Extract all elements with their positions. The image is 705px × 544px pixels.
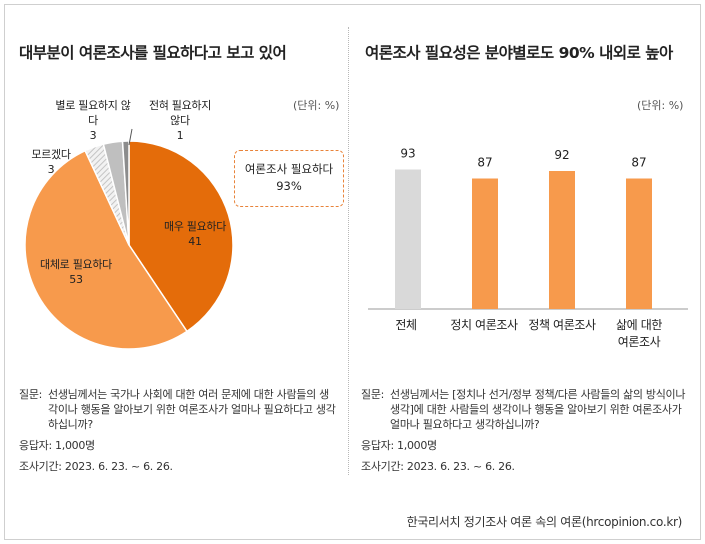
panel-divider [348,27,349,475]
callout-label: 여론조사 필요하다 [244,162,334,176]
pie-slice-not-at-all [121,140,130,246]
pie-chart [24,128,234,350]
bar-xlabel-total: 전체 [395,318,417,332]
pie-chart-title: 대부분이 여론조사를 필요하다고 보고 있어 [19,44,287,62]
pie-label-not-very: 별로 필요하지 않다 3 [53,98,133,143]
pie-label-not-very-value: 3 [89,129,97,142]
bar-value-label-2: 87 [477,156,492,170]
pie-label-very-needed-text: 매우 필요하다 [163,220,227,233]
pie-label-not-very-text: 별로 필요하지 않다 [55,99,131,127]
bar-value-label-1: 93 [400,147,415,161]
bar-note-respondents: 응답자: 1,000명 [361,439,437,452]
bar-value-label-4: 87 [631,156,646,170]
bar-unit-label: (단위: %) [637,99,684,112]
pie-label-dont-know: 모르겠다 3 [23,147,79,177]
bar-note: 질문: 선생님께서는 [정치나 선거/정부 정책/다른 사람들의 삶의 방식이나… [361,387,691,474]
pie-label-somewhat-needed: 대체로 필요하다 53 [31,257,121,287]
bar-xlabel-politics: 정치 여론조사 [450,318,518,332]
pie-note-question: 질문: 선생님께서는 국가나 사회에 대한 여러 문제에 대한 사람들의 생각이… [19,387,337,432]
pie-leader-line [128,128,133,146]
pie-note-question-label: 질문: [19,388,43,401]
bar-note-period: 조사기간: 2023. 6. 23. ~ 6. 26. [361,460,515,473]
pie-label-not-at-all-text: 전혀 필요하지 않다 [148,99,212,127]
pie-label-very-needed-value: 41 [188,235,202,248]
pie-label-dont-know-text: 모르겠다 [31,148,71,161]
pie-unit-label: (단위: %) [293,99,340,112]
pie-note: 질문: 선생님께서는 국가나 사회에 대한 여러 문제에 대한 사람들의 생각이… [19,387,337,474]
source-credit: 한국리서치 정기조사 여론 속의 여론(hrcopinion.co.kr) [406,515,683,529]
bar-note-question-text: 선생님께서는 [정치나 선거/정부 정책/다른 사람들의 삶의 방식이나 생각]… [390,388,686,431]
pie-label-somewhat-needed-text: 대체로 필요하다 [40,258,112,271]
pie-label-not-at-all: 전혀 필요하지 않다 1 [143,98,217,143]
bar-2 [472,178,498,309]
bar-4 [626,178,652,309]
bar-note-question-label: 질문: [361,388,385,401]
pie-note-question-text: 선생님께서는 국가나 사회에 대한 여러 문제에 대한 사람들의 생각이나 행동… [48,388,336,431]
bar-1 [395,169,421,309]
needed-total-callout: 여론조사 필요하다 93% [234,150,344,207]
bar-chart-title: 여론조사 필요성은 분야별로도 90% 내외로 높아 [365,44,673,62]
pie-label-very-needed: 매우 필요하다 41 [153,219,237,249]
bar-chart: 93 87 92 87 [368,147,688,310]
bar-value-label-3: 92 [554,148,569,162]
pie-label-somewhat-needed-value: 53 [69,273,83,286]
bar-xlabel-life: 삶에 대한 여론조사 [616,318,662,349]
bar-note-question: 질문: 선생님께서는 [정치나 선거/정부 정책/다른 사람들의 삶의 방식이나… [361,387,691,432]
pie-label-dont-know-value: 3 [47,163,55,176]
bar-3 [549,171,575,309]
chart-frame: 대부분이 여론조사를 필요하다고 보고 있어 (단위: %) 별로 필요하지 않… [4,4,701,540]
pie-slice-somewhat-needed [24,149,188,350]
callout-value: 93% [276,179,302,193]
pie-slice-very-needed [128,140,234,333]
pie-note-respondents: 응답자: 1,000명 [19,439,95,452]
bar-xlabel-policy: 정책 여론조사 [528,318,596,332]
pie-note-period: 조사기간: 2023. 6. 23. ~ 6. 26. [19,460,173,473]
pie-label-not-at-all-value: 1 [176,129,184,142]
